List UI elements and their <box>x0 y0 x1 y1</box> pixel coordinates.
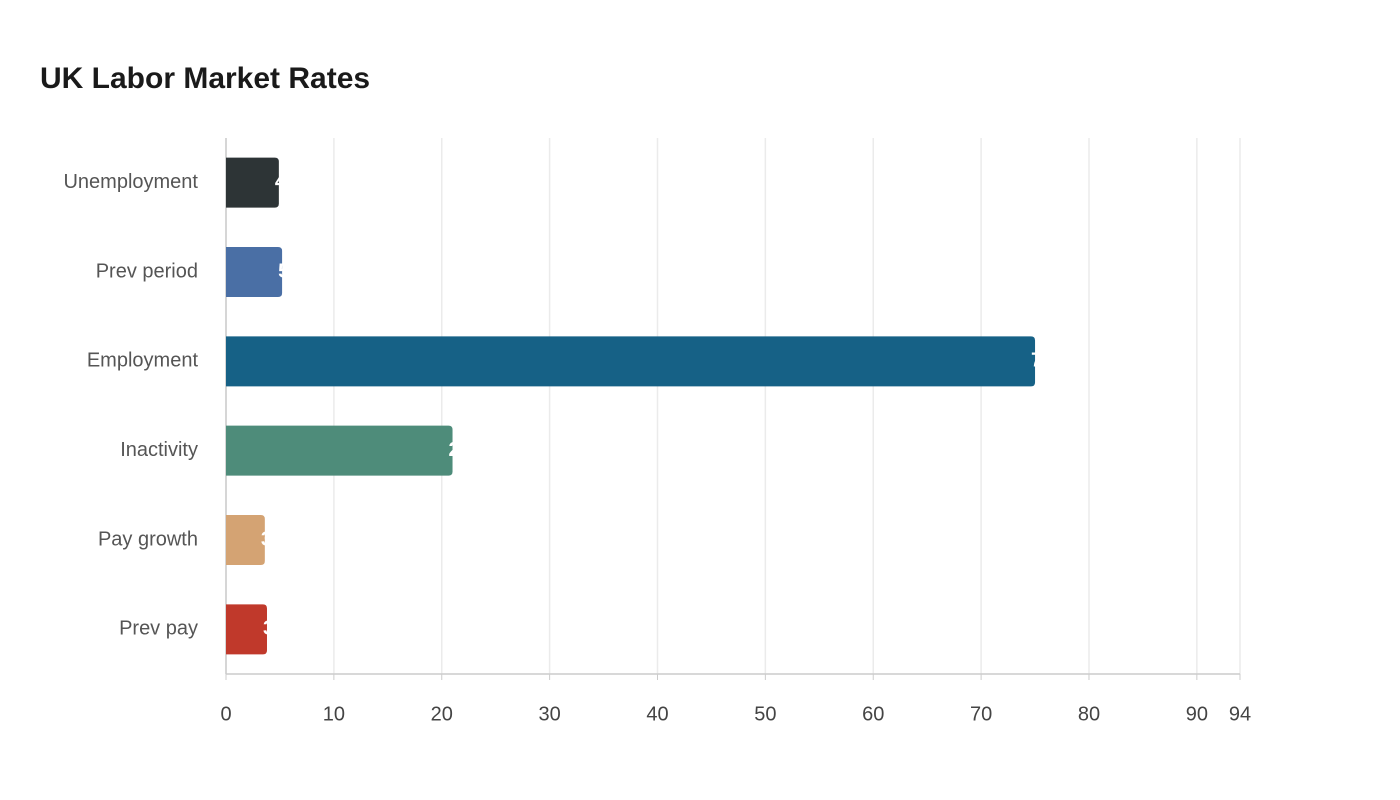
value-label: 4.9 <box>275 171 303 193</box>
x-tick-label: 40 <box>646 703 668 725</box>
bar <box>226 425 453 476</box>
x-tick-label: 60 <box>862 703 884 725</box>
y-tick-label: Prev pay <box>119 618 198 640</box>
x-tick-label: 20 <box>431 703 453 725</box>
bar <box>226 247 283 297</box>
x-tick-label: 30 <box>538 703 560 725</box>
x-tick-label: 50 <box>754 703 776 725</box>
x-tick-label: 94 <box>1229 703 1251 725</box>
x-tick-label: 10 <box>323 703 345 725</box>
x-tick-label: 80 <box>1078 703 1100 725</box>
bar <box>226 336 1036 387</box>
y-tick-label: Employment <box>87 350 199 372</box>
y-tick-label: Unemployment <box>63 171 198 193</box>
x-tick-label: 90 <box>1186 703 1208 725</box>
y-tick-label: Inactivity <box>120 439 198 461</box>
chart-title: UK Labor Market Rates <box>40 62 370 95</box>
y-tick-label: Prev period <box>96 260 198 282</box>
x-tick-label: 0 <box>220 703 231 725</box>
value-label: 3.6 <box>261 528 289 550</box>
bar <box>226 604 267 655</box>
value-label: 21 <box>449 439 471 461</box>
bar <box>226 157 279 208</box>
x-tick-label: 70 <box>970 703 992 725</box>
value-label: 3.8 <box>263 618 291 640</box>
value-label: 75 <box>1031 350 1053 372</box>
y-tick-label: Pay growth <box>98 528 198 550</box>
value-label: 5.2 <box>278 260 306 282</box>
bar <box>226 515 265 565</box>
